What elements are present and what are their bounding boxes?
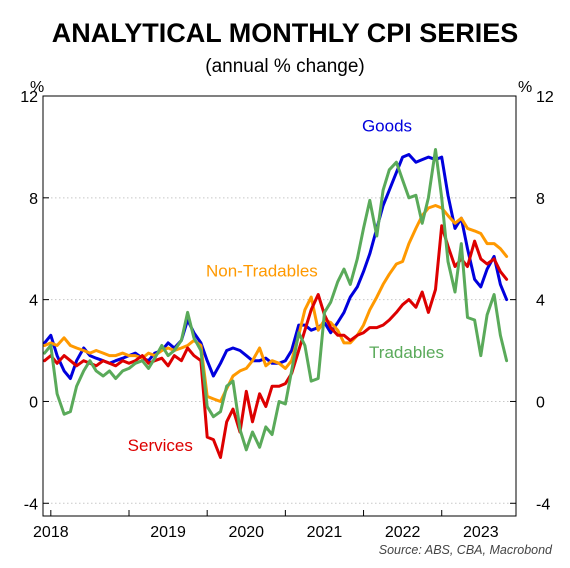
y-tick-label-right: 0 [536, 394, 545, 411]
y-axis-unit-right: % [518, 79, 532, 96]
series-label-goods: Goods [362, 117, 412, 136]
chart-title: ANALYTICAL MONTHLY CPI SERIES [52, 18, 519, 48]
source-note: Source: ABS, CBA, Macrobond [379, 543, 553, 557]
series-line-services [43, 224, 509, 459]
y-tick-label-left: 8 [29, 191, 38, 208]
y-axis-unit-left: % [30, 79, 44, 96]
series-lines [43, 148, 509, 459]
x-tick-label: 2022 [385, 524, 421, 541]
series-label-tradables: Tradables [369, 343, 444, 362]
plot-frame [42, 95, 517, 517]
y-tick-label-right: -4 [536, 496, 550, 513]
series-label-non-tradables: Non-Tradables [206, 262, 318, 281]
series-annotations: Goods Non-Tradables Tradables Services [128, 117, 444, 455]
x-tick-label: 2020 [228, 524, 264, 541]
y-tick-label-left: 4 [29, 293, 38, 310]
series-line-non-tradables [43, 204, 509, 403]
x-tick-label: 2023 [463, 524, 499, 541]
y-tick-label-left: 0 [29, 394, 38, 411]
y-tick-label-left: -4 [24, 496, 38, 513]
y-tick-label-right: 8 [536, 191, 545, 208]
x-tick-label: 2019 [150, 524, 186, 541]
chart-subtitle: (annual % change) [205, 56, 365, 77]
axis-ticks: 12 12 8 8 4 4 0 0 -4 -4 2018 2019 2020 2021 2022 2023 [20, 89, 554, 541]
y-tick-label-right: 12 [536, 89, 554, 106]
y-tick-label-right: 4 [536, 293, 545, 310]
y-tick-label-left: 12 [20, 89, 38, 106]
series-line-tradables [43, 148, 509, 452]
series-label-services: Services [128, 436, 193, 455]
x-tick-label: 2018 [33, 524, 69, 541]
x-tick-label: 2021 [307, 524, 343, 541]
